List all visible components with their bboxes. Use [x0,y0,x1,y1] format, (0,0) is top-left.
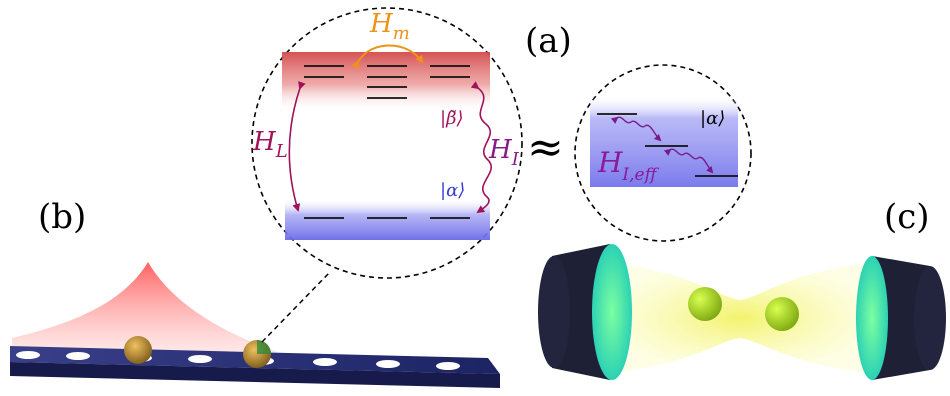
zoom-coupling-2 [663,148,714,174]
panel-a-main-circle [251,7,523,279]
waveguide-front [10,362,500,388]
mirror-right-body [872,256,930,380]
zoom-levels [597,113,738,177]
cavity-atom-left [688,287,722,321]
zoom-coupling-1 [610,116,662,142]
label-beta-ket: |β̃⟩ [440,108,464,129]
cavity-atom-right [765,297,799,331]
label-alpha-ket-zoom: |α⟩ [700,108,725,129]
zoom-circle-small [574,64,752,242]
hl-arrow [288,81,306,212]
panel-label-b: (b) [38,197,86,237]
label-hm: Hm [369,9,410,44]
label-hl: HL [252,127,288,162]
mirror-right-back [914,266,946,370]
atom-left [124,336,152,364]
panel-c-cavity [538,244,946,380]
hm-arrow [351,44,424,70]
lower-band [285,198,490,240]
zoom-pointer-line [261,271,331,343]
cavity-beam [600,262,880,374]
mirror-right-face [856,256,888,380]
panel-label-c: (c) [884,197,930,237]
panel-b-waveguide [10,262,500,388]
mirror-left-back [538,256,570,368]
emission-profile [12,262,278,352]
panel-a-zoom-circle [574,64,752,242]
hi-arrow [470,81,492,214]
upper-band [282,52,490,112]
label-hi-eff: HI,eff [597,146,660,185]
label-hi: HI [488,135,520,170]
zoom-circle-main [251,7,523,279]
panel-label-a: (a) [525,21,572,61]
mirror-left-face [592,244,632,380]
label-alpha-ket-main: |α⟩ [440,180,465,201]
approx-symbol: ≈ [527,122,564,173]
